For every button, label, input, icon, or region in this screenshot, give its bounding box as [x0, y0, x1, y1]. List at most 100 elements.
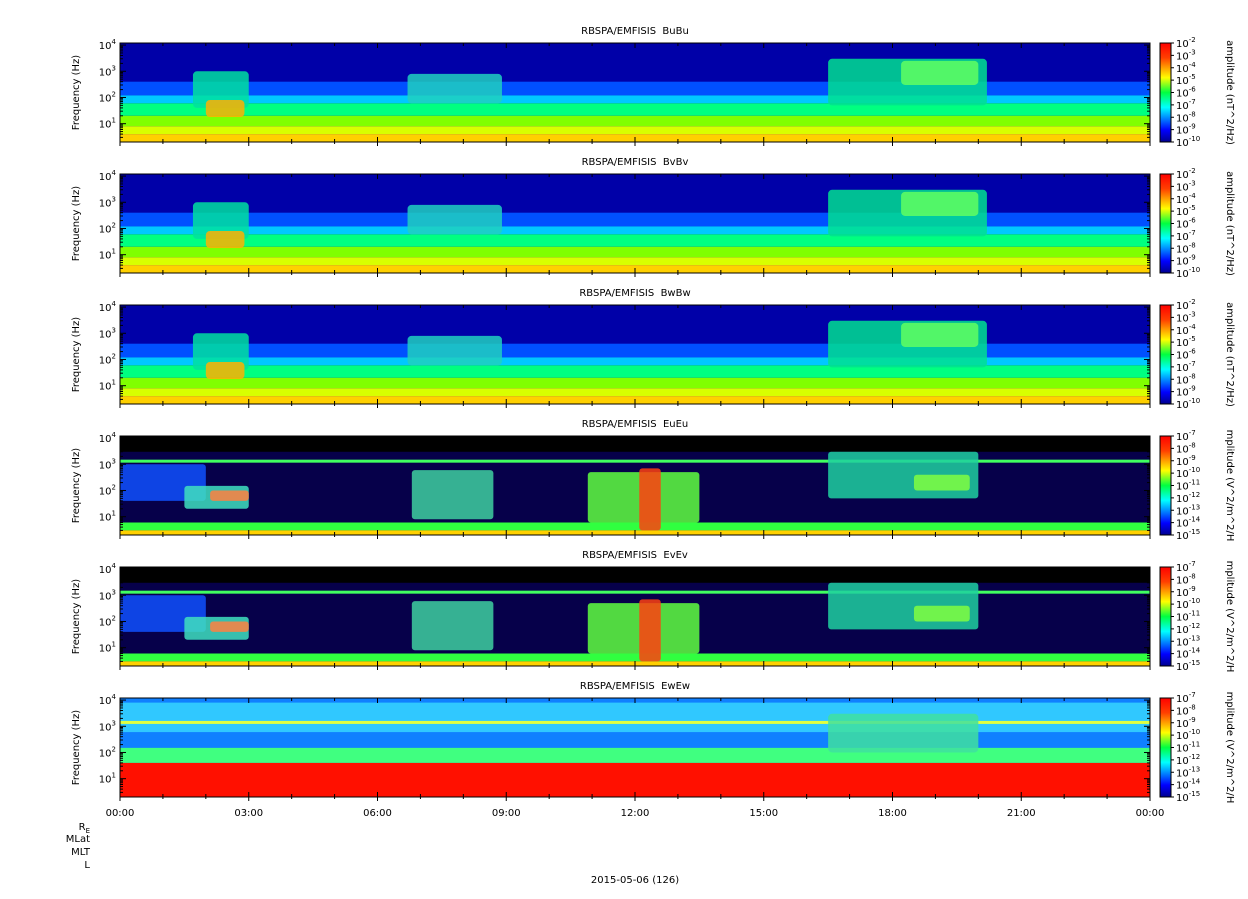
colorbar-tick-label: 10-7 [1176, 229, 1196, 243]
x-tick-label: 18:00 [878, 808, 907, 819]
colorbar-tick-label: 10-8 [1176, 241, 1196, 255]
y-tick-label: 102 [99, 745, 116, 759]
spectrogram-image [120, 436, 1150, 535]
panel-title: RBSPA/EMFISIS EwEw [579, 681, 691, 692]
colorbar-tick-label: 10-3 [1176, 48, 1196, 62]
y-tick-label: 103 [99, 588, 116, 602]
colorbar-tick-label: 10-10 [1176, 728, 1200, 742]
spectral-band [120, 357, 1150, 366]
colorbar-tick-label: 10-15 [1176, 528, 1200, 542]
panel-title: RBSPA/EMFISIS BvBv [581, 157, 689, 168]
y-tick-label: 101 [99, 510, 116, 524]
emission-feature [901, 322, 979, 347]
colorbar-label: amplitude (nT^2/Hz) [1224, 302, 1235, 407]
emission-feature [407, 335, 502, 366]
date-label: 2015-05-06 (126) [590, 875, 680, 886]
colorbar [1159, 304, 1172, 405]
y-axis-label: Frequency (Hz) [71, 55, 82, 131]
spectral-band [120, 762, 1150, 797]
y-tick-label: 101 [99, 117, 116, 131]
colorbar [1159, 42, 1172, 143]
panel-title: RBSPA/EMFISIS BwBw [579, 288, 691, 299]
emission-line [120, 590, 1150, 594]
colorbar-tick-label: 10-9 [1176, 454, 1196, 468]
colorbar-tick-label: 10-10 [1176, 597, 1200, 611]
colorbar-tick-label: 10-6 [1176, 86, 1196, 100]
y-axis-label: Frequency (Hz) [71, 317, 82, 393]
colorbar-tick-label: 10-14 [1176, 647, 1201, 661]
emission-feature [411, 470, 494, 520]
spectral-band [120, 115, 1150, 127]
colorbar-tick-label: 10-7 [1176, 429, 1196, 443]
spectral-band [120, 388, 1150, 397]
spectral-band [120, 226, 1150, 235]
y-tick-label: 103 [99, 719, 116, 733]
emission-feature [407, 204, 502, 235]
x-tick-label: 21:00 [1007, 808, 1036, 819]
colorbar-tick-label: 10-7 [1176, 98, 1196, 112]
spectral-band [120, 702, 1150, 733]
x-tick-label: 03:00 [234, 808, 263, 819]
x-tick-label: 12:00 [621, 808, 650, 819]
y-tick-label: 104 [99, 169, 117, 183]
y-tick-label: 102 [99, 90, 116, 104]
colorbar [1159, 697, 1172, 798]
colorbar-tick-label: 10-10 [1176, 135, 1200, 149]
spectral-band [120, 103, 1150, 116]
y-tick-label: 103 [99, 457, 116, 471]
x-tick-label: 00:00 [1136, 808, 1165, 819]
emission-feature [828, 713, 979, 753]
emission-line [120, 459, 1150, 463]
spectrogram-image [120, 43, 1150, 142]
colorbar-tick-label: 10-6 [1176, 348, 1196, 362]
y-tick-label: 104 [99, 431, 117, 445]
spectrogram-image [120, 698, 1150, 797]
colorbar-tick-label: 10-2 [1176, 298, 1196, 312]
colorbar-label: mplitude (V^2/m^2/H [1224, 561, 1235, 673]
colorbar-tick-label: 10-3 [1176, 179, 1196, 193]
colorbar-tick-label: 10-9 [1176, 585, 1196, 599]
colorbar [1159, 173, 1172, 274]
emission-feature [913, 474, 970, 491]
spectrogram-image [120, 174, 1150, 273]
y-tick-label: 103 [99, 64, 116, 78]
y-tick-label: 101 [99, 248, 116, 262]
panel-title: RBSPA/EMFISIS EvEv [582, 550, 688, 561]
colorbar-tick-label: 10-12 [1176, 491, 1200, 505]
ephemeris-label-mlt: MLT [71, 847, 90, 858]
colorbar-tick-label: 10-4 [1176, 61, 1196, 75]
emission-line [120, 720, 1150, 724]
colorbar-label: mplitude (V^2/m^2/H [1224, 692, 1235, 804]
spectral-band [120, 747, 1150, 763]
colorbar-tick-label: 10-14 [1176, 516, 1201, 530]
colorbar-tick-label: 10-14 [1176, 778, 1201, 792]
spectral-band [120, 257, 1150, 266]
y-axis-label: Frequency (Hz) [71, 186, 82, 262]
x-tick-label: 15:00 [749, 808, 778, 819]
colorbar-tick-label: 10-15 [1176, 659, 1200, 673]
colorbar-label: amplitude (nT^2/Hz) [1224, 40, 1235, 145]
colorbar [1159, 435, 1172, 536]
colorbar-tick-label: 10-7 [1176, 691, 1196, 705]
colorbar-tick-label: 10-4 [1176, 192, 1196, 206]
colorbar-tick-label: 10-5 [1176, 204, 1196, 218]
colorbar-tick-label: 10-8 [1176, 441, 1196, 455]
colorbar-tick-label: 10-8 [1176, 372, 1196, 386]
y-tick-label: 102 [99, 483, 116, 497]
emission-feature [205, 231, 245, 248]
emission-feature [407, 73, 502, 104]
x-tick-label: 00:00 [106, 808, 135, 819]
emission-feature [639, 599, 661, 662]
panel-title: RBSPA/EMFISIS BuBu [581, 26, 689, 37]
y-tick-label: 104 [99, 38, 117, 52]
emission-feature [901, 60, 979, 85]
emission-feature [913, 605, 970, 622]
y-tick-label: 103 [99, 326, 116, 340]
y-tick-label: 104 [99, 562, 117, 576]
ephemeris-label-re: RE [78, 822, 90, 835]
colorbar-tick-label: 10-8 [1176, 572, 1196, 586]
